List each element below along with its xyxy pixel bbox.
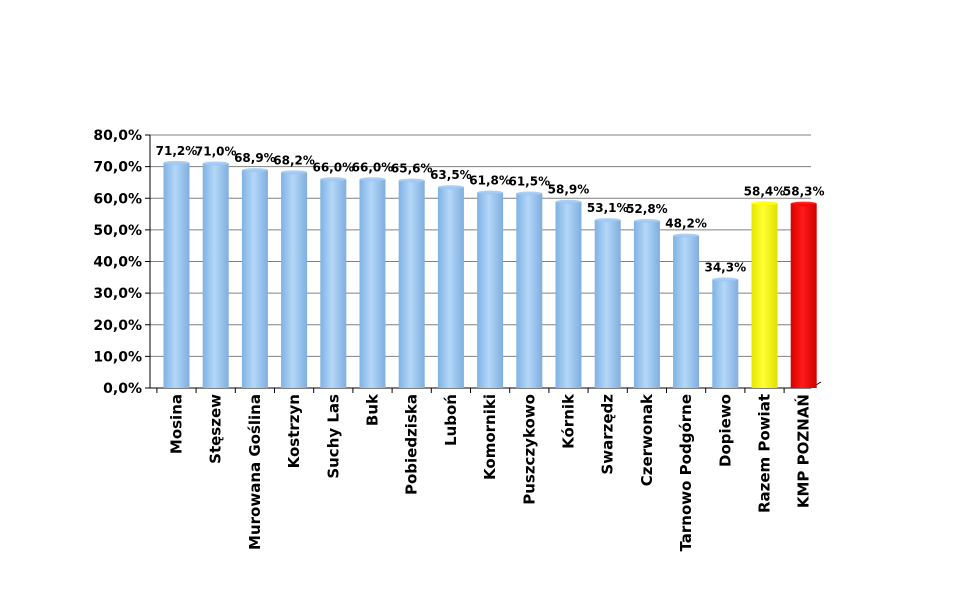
x-tick-label: Suchy Las <box>324 394 342 479</box>
bar <box>437 187 464 388</box>
y-tick-label: 10,0% <box>93 349 142 365</box>
bar-top <box>633 219 660 224</box>
x-tick-label: Murowana Goślina <box>246 394 264 550</box>
data-label: 63,5% <box>430 168 472 182</box>
data-label: 52,8% <box>626 202 668 216</box>
x-tick-label: Buk <box>364 393 382 426</box>
bar-top <box>320 177 347 182</box>
data-label: 58,4% <box>744 184 786 198</box>
bar-top <box>437 185 464 190</box>
bars <box>163 160 817 388</box>
bar-top <box>516 191 543 196</box>
bar-top <box>202 161 229 166</box>
y-tick-label: 80,0% <box>93 128 142 144</box>
x-axis-labels: Mosina Stęszew Murowana Goślina Kostrzyn Suc… <box>168 393 813 552</box>
data-label: 65,6% <box>391 162 433 176</box>
bar-top <box>163 160 190 165</box>
data-label: 61,8% <box>469 174 511 188</box>
data-label: 68,9% <box>234 151 276 165</box>
x-tick-label: Tarnowo Podgórne <box>677 394 695 552</box>
data-label: 68,2% <box>273 153 315 167</box>
bar <box>751 203 778 388</box>
x-tick-label: Swarzędz <box>599 394 617 475</box>
y-tick-label: 70,0% <box>93 160 142 176</box>
data-labels: 71,2%71,0%68,9%68,2%66,0%66,0%65,6%63,5%… <box>156 144 825 275</box>
x-tick-label: Dopiewo <box>716 394 734 467</box>
bar-top <box>477 190 504 195</box>
data-label: 53,1% <box>587 201 629 215</box>
x-tick-label: Stęszew <box>207 394 225 464</box>
y-tick-label: 30,0% <box>93 286 142 302</box>
bar <box>202 163 229 388</box>
bar-top <box>359 177 386 182</box>
data-label: 58,3% <box>783 185 825 199</box>
bar <box>673 235 700 388</box>
bar-top <box>281 170 308 175</box>
bar-top <box>751 201 778 206</box>
bar <box>712 279 739 388</box>
x-tick-label: Luboń <box>442 394 460 446</box>
y-tick-label: 50,0% <box>93 223 142 239</box>
x-tick-label: Kostrzyn <box>285 394 303 468</box>
bar <box>320 179 347 388</box>
bar <box>398 180 425 388</box>
bar-top <box>712 277 739 282</box>
data-label: 71,2% <box>156 144 198 158</box>
data-label: 48,2% <box>665 217 707 231</box>
bar <box>281 172 308 388</box>
x-tick-label: Puszczykowo <box>520 394 538 505</box>
y-tick-label: 20,0% <box>93 318 142 334</box>
bar-top <box>673 233 700 238</box>
bar-top <box>398 178 425 183</box>
x-tick-label: Mosina <box>168 394 186 454</box>
x-tick-label: Kórnik <box>560 393 578 449</box>
data-label: 66,0% <box>312 160 354 174</box>
bar <box>555 201 582 388</box>
data-label: 61,5% <box>508 175 550 189</box>
bar-top <box>555 199 582 204</box>
data-label: 58,9% <box>548 183 590 197</box>
bar <box>516 193 543 388</box>
data-label: 34,3% <box>704 261 746 275</box>
bar <box>477 192 504 388</box>
bar <box>594 220 621 388</box>
data-label: 71,0% <box>195 144 237 158</box>
y-tick-label: 0,0% <box>103 381 142 397</box>
bar <box>163 162 190 388</box>
x-tick-label: Pobiedziska <box>403 394 421 495</box>
x-tick-label: Czerwonak <box>638 393 656 486</box>
bar-top <box>241 168 268 173</box>
bar <box>790 203 817 388</box>
x-tick-label: Razem Powiat <box>756 394 774 513</box>
x-tick-label: KMP POZNAŃ <box>794 394 813 508</box>
y-tick-label: 60,0% <box>93 191 142 207</box>
bar <box>241 170 268 388</box>
data-label: 66,0% <box>352 160 394 174</box>
y-tick-label: 40,0% <box>93 255 142 271</box>
bar-top <box>594 218 621 223</box>
bar <box>359 179 386 388</box>
bar <box>633 221 660 388</box>
x-tick-label: Komorniki <box>481 394 499 480</box>
bar-top <box>790 201 817 206</box>
